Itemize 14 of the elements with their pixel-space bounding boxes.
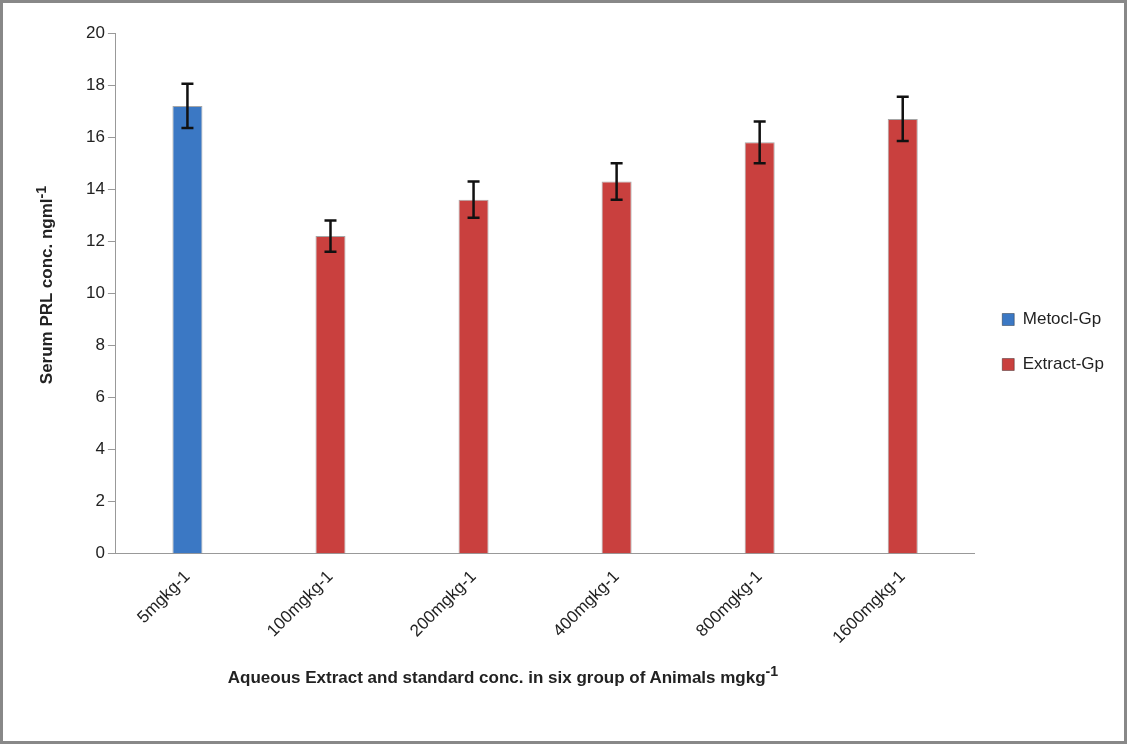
x-axis-title: Aqueous Extract and standard conc. in six group of Animals mgkg$^{-1}$ xyxy=(226,663,780,688)
legend-label: Metocl-Gp xyxy=(1022,309,1102,329)
y-tick-label: 14 xyxy=(85,178,105,198)
legend-label: Extract-Gp xyxy=(1022,354,1105,374)
y-tick-label: 4 xyxy=(95,439,105,459)
y-tick-label: 2 xyxy=(95,491,105,511)
y-tick-label: 16 xyxy=(85,126,105,146)
y-tick-label: 20 xyxy=(85,22,105,42)
y-tick-label: 0 xyxy=(95,543,105,563)
y-tick-label: 18 xyxy=(85,74,105,94)
y-tick-label: 12 xyxy=(85,230,105,250)
y-tick-label: 10 xyxy=(85,283,105,303)
y-tick-label: 6 xyxy=(95,387,105,407)
y-tick-label: 8 xyxy=(95,335,105,355)
